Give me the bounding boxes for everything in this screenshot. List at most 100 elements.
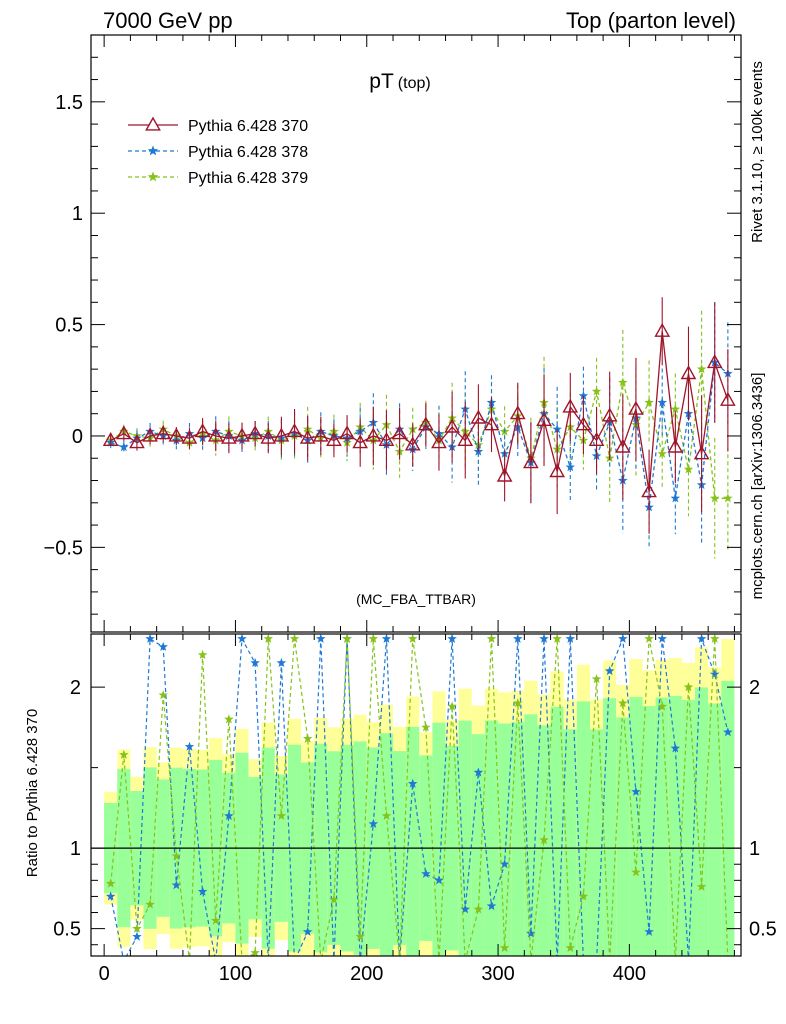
data-point [523,454,539,469]
ratio-point [123,955,124,956]
data-point [720,391,736,406]
data-point [641,483,657,498]
side-label-bottom: mcplots.cern.ch [arXiv:1306.3436] [749,373,766,600]
data-point [273,427,290,442]
data-point [299,429,316,444]
ratio-point [530,955,531,956]
data-point [654,322,671,337]
ratio-point [644,926,654,936]
ratio-point [197,649,208,659]
ratio-y-tick-label-right: 0.5 [749,919,777,941]
legend-marker [147,171,159,182]
data-point [618,377,628,387]
ratio-point [342,634,352,643]
ratio-point [644,634,654,643]
ratio-point [171,880,182,890]
data-point [168,427,185,442]
ratio-point [237,634,247,643]
data-point [378,431,395,446]
y-tick-label: 0.5 [55,315,83,337]
legend-marker [145,116,161,131]
chart-title-main: pT [369,70,394,93]
data-point [260,429,277,444]
legend-item: Pythia 6.428 379 [128,170,308,187]
y-tick-label: −0.5 [44,537,83,559]
data-point [601,407,618,422]
ratio-point [197,886,208,896]
ratio-point [276,810,287,820]
x-tick-label: 100 [219,963,252,985]
data-point [247,425,263,440]
ratio-y-label: Ratio to Pythia 6.428 370 [24,709,41,877]
data-point [710,493,720,503]
ratio-point [171,851,182,861]
data-point [483,416,500,431]
data-point [129,434,145,449]
data-point [391,425,408,440]
ratio-point [119,749,129,759]
legend-item: Pythia 6.428 370 [128,116,308,135]
ratio-point [316,634,326,643]
ratio-point [408,778,418,788]
ratio-band-green [642,706,656,956]
ratio-point [604,666,615,676]
ratio-point [158,641,168,651]
ratio-y-tick-label-right: 2 [749,677,760,699]
legend-label: Pythia 6.428 379 [188,170,308,187]
legend-label: Pythia 6.428 370 [188,118,308,135]
ratio-point [565,634,575,643]
data-point [352,434,368,449]
ratio-point [657,634,667,643]
data-point [657,448,667,458]
ratio-point [132,923,142,933]
data-point [615,438,631,453]
analysis-label: (MC_FBA_TTBAR) [356,591,476,607]
ratio-point [355,931,365,941]
data-point [142,427,158,442]
ratio-uncertainty-bands [104,638,735,956]
axes-ticks: 0 100 200 300 400 1.5 1 0.5 0 −0.5 2 2 1 1 0.5 0.5 [44,35,777,985]
ratio-point [683,682,694,692]
data-point [683,464,694,474]
ratio-point [670,743,681,753]
ratio-band-green [458,720,472,956]
data-point [706,354,723,369]
data-point [326,431,342,446]
chart-title-sub: (top) [398,75,431,92]
data-point [588,431,605,446]
data-point [470,409,487,424]
ratio-point [105,878,116,888]
data-point [670,493,681,503]
legend: Pythia 6.428 370 Pythia 6.428 378 Pythia 6… [128,116,308,187]
ratio-point [465,955,466,956]
ratio-band-green [590,729,604,956]
ratio-band-green [563,729,577,956]
ratio-point [408,634,418,643]
ratio-point [513,698,523,708]
ratio-point [486,901,497,911]
data-point [431,434,447,449]
y-tick-label: 1 [72,203,83,225]
ratio-point [557,955,558,956]
ratio-point [145,634,155,643]
ratio-point [710,669,720,679]
data-point [693,445,710,460]
ratio-point [434,875,444,885]
ratio-point [289,634,300,643]
ratio-point [302,733,313,743]
data-point [578,390,589,400]
data-point [509,405,526,420]
data-point [418,416,434,431]
ratio-point [158,690,168,700]
x-tick-label: 0 [99,963,110,985]
data-point [628,400,644,415]
ratio-point [329,894,339,904]
data-point [286,423,303,438]
ratio-band-green [695,687,709,956]
ratio-point [675,955,676,956]
ratio-line [110,636,729,956]
legend-marker [147,145,159,156]
ratio-point [184,741,195,751]
ratio-point [276,658,287,667]
